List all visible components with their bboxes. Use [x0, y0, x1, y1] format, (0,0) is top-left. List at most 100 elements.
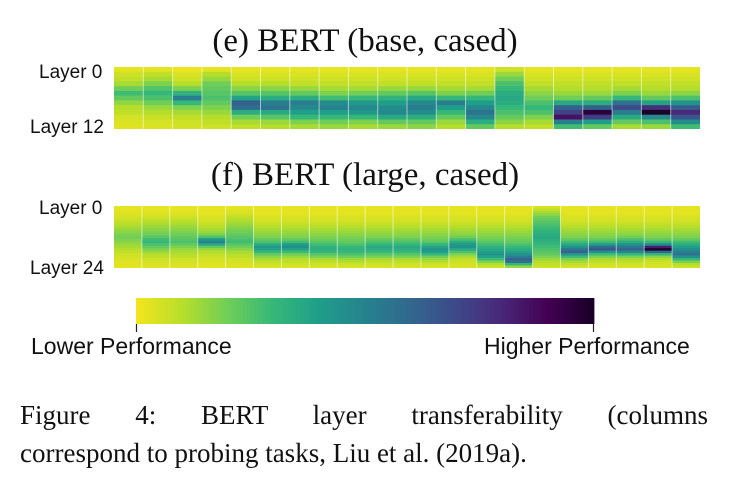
heatmap-cell [393, 240, 422, 244]
heatmap-cell [532, 258, 561, 261]
heatmap-cell [560, 218, 589, 222]
heatmap-cell [494, 90, 525, 96]
colorbar-segment [155, 298, 160, 324]
heatmap-cell [582, 90, 613, 96]
heatmap-cell [260, 71, 291, 77]
heatmap-cell [641, 105, 671, 111]
colorbar-segment [437, 298, 442, 324]
heatmap-cell [494, 81, 525, 87]
heatmap-cell [114, 67, 144, 73]
heatmap-cell [672, 250, 700, 254]
heatmap-cell [644, 208, 673, 212]
heatmap-e-svg [114, 67, 700, 129]
heatmap-cell [524, 86, 554, 92]
heatmap-cell [253, 250, 282, 254]
heatmap-cell [532, 225, 561, 229]
heatmap-cell [532, 215, 561, 219]
heatmap-cell [114, 230, 143, 234]
heatmap-cell [560, 223, 589, 227]
heatmap-cell [143, 114, 173, 120]
heatmap-cell [532, 235, 561, 239]
heatmap-cell [231, 81, 261, 87]
colorbar-segment [158, 298, 164, 324]
heatmap-cell [197, 233, 226, 237]
heatmap-cell [169, 233, 199, 237]
colorbar-segment [311, 298, 316, 324]
heatmap-cell [309, 223, 338, 227]
colorbar-segment [315, 298, 320, 324]
colorbar-segment [532, 298, 538, 324]
heatmap-cell [197, 240, 226, 244]
heatmap-cell [612, 95, 642, 101]
heatmap-cell [560, 213, 589, 217]
heatmap-cell [420, 235, 450, 239]
heatmap-cell [143, 100, 173, 106]
colorbar-segment [208, 298, 213, 324]
heatmap-cell [281, 263, 310, 266]
heatmap-cell [436, 76, 466, 82]
colorbar-segment [235, 298, 240, 324]
heatmap-cell [420, 240, 450, 244]
heatmap-cell [172, 119, 203, 125]
heatmap-cell [319, 119, 349, 125]
heatmap-cell [281, 240, 310, 244]
heatmap-cell [377, 81, 408, 87]
heatmap-cell [225, 233, 254, 237]
heatmap-cell [377, 114, 408, 120]
colorbar [135, 298, 595, 332]
heatmap-cell [612, 100, 642, 106]
heatmap-cell [448, 265, 478, 268]
heatmap-cell [588, 240, 617, 244]
heatmap-cell [225, 243, 254, 246]
heatmap-cell [407, 105, 437, 111]
heatmap-cell [348, 109, 378, 115]
heatmap-cell [281, 228, 310, 232]
heatmap-cell [309, 250, 338, 254]
heatmap-cell [225, 258, 254, 261]
colorbar-segment [468, 298, 473, 324]
heatmap-cell [582, 119, 613, 125]
heatmap-cell [348, 100, 378, 106]
heatmap-cell [612, 86, 642, 92]
heatmap-cell [197, 206, 226, 209]
heatmap-cell [225, 225, 254, 229]
heatmap-cell [225, 265, 254, 268]
heatmap-cell [225, 248, 254, 251]
heatmap-cell [201, 95, 232, 101]
heatmap-cell [114, 265, 143, 268]
heatmap-cell [448, 258, 478, 261]
heatmap-cell [141, 218, 171, 222]
heatmap-cell [670, 114, 700, 120]
heatmap-cell [560, 206, 589, 209]
heatmap-cell [337, 243, 366, 246]
heatmap-cell [114, 76, 144, 82]
heatmap-cell [201, 119, 232, 125]
heatmap-cell [476, 228, 505, 232]
heatmap-cell [476, 220, 505, 224]
heatmap-cell [560, 225, 589, 229]
heatmap-cell [436, 90, 466, 96]
heatmap-cell [141, 208, 171, 212]
heatmap-cell [476, 248, 505, 251]
heatmap-cell [494, 86, 525, 92]
heatmap-cell [644, 233, 673, 237]
heatmap-cell [114, 253, 143, 256]
heatmap-cell [253, 213, 282, 217]
heatmap-cell [465, 90, 496, 96]
heatmap-cell [319, 86, 349, 92]
colorbar-segment [574, 298, 580, 324]
heatmap-cell [420, 223, 450, 227]
heatmap-cell [670, 90, 700, 96]
heatmap-cell [436, 71, 466, 77]
heatmap-cell [672, 218, 700, 222]
heatmap-cell [641, 95, 671, 101]
heatmap-cell [616, 220, 645, 224]
heatmap-cell [393, 223, 422, 227]
heatmap-cell [670, 105, 700, 111]
heatmap-cell [260, 81, 291, 87]
colorbar-segment [521, 298, 526, 324]
heatmap-cell [407, 71, 437, 77]
heatmap-cell [281, 233, 310, 237]
heatmap-cell [309, 228, 338, 232]
heatmap-cell [169, 265, 199, 268]
